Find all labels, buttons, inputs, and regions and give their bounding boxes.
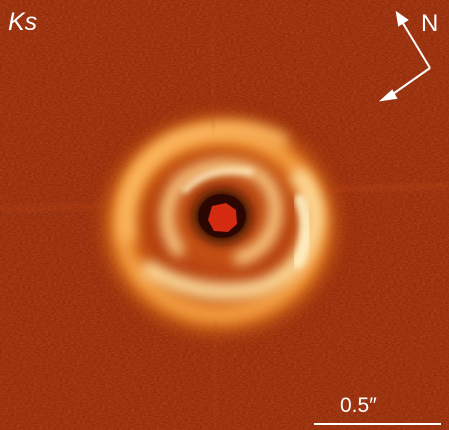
scale-bar-label: 0.5″ xyxy=(340,394,377,417)
bright-arc xyxy=(141,169,325,301)
band-label: Ks xyxy=(8,8,38,36)
central-mask xyxy=(208,203,237,232)
streak xyxy=(329,182,449,193)
compass-north-label: N xyxy=(421,10,439,37)
upper-arc xyxy=(119,121,288,243)
compass-arrows-icon xyxy=(378,10,431,102)
